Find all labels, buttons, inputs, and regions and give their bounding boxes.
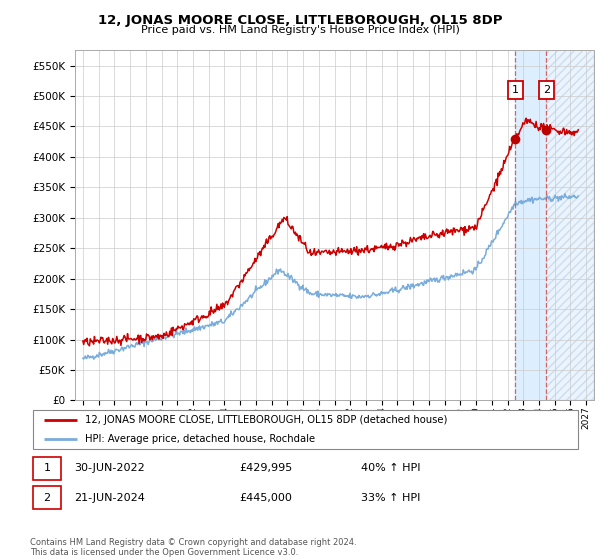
Bar bbox=[515, 50, 547, 400]
FancyBboxPatch shape bbox=[33, 456, 61, 480]
Text: 2: 2 bbox=[543, 85, 550, 95]
Text: 12, JONAS MOORE CLOSE, LITTLEBOROUGH, OL15 8DP (detached house): 12, JONAS MOORE CLOSE, LITTLEBOROUGH, OL… bbox=[85, 415, 448, 425]
Bar bbox=[547, 50, 594, 400]
FancyBboxPatch shape bbox=[33, 486, 61, 510]
FancyBboxPatch shape bbox=[33, 410, 578, 449]
Text: £429,995: £429,995 bbox=[240, 463, 293, 473]
Text: Contains HM Land Registry data © Crown copyright and database right 2024.
This d: Contains HM Land Registry data © Crown c… bbox=[30, 538, 356, 557]
Text: 40% ↑ HPI: 40% ↑ HPI bbox=[361, 463, 421, 473]
Text: 2: 2 bbox=[44, 493, 50, 503]
Bar bbox=[547, 50, 594, 400]
Text: 33% ↑ HPI: 33% ↑ HPI bbox=[361, 493, 421, 503]
Text: 30-JUN-2022: 30-JUN-2022 bbox=[74, 463, 145, 473]
Text: 1: 1 bbox=[512, 85, 519, 95]
Text: HPI: Average price, detached house, Rochdale: HPI: Average price, detached house, Roch… bbox=[85, 435, 316, 445]
Text: £445,000: £445,000 bbox=[240, 493, 293, 503]
Text: Price paid vs. HM Land Registry's House Price Index (HPI): Price paid vs. HM Land Registry's House … bbox=[140, 25, 460, 35]
Text: 21-JUN-2024: 21-JUN-2024 bbox=[74, 493, 145, 503]
Text: 12, JONAS MOORE CLOSE, LITTLEBOROUGH, OL15 8DP: 12, JONAS MOORE CLOSE, LITTLEBOROUGH, OL… bbox=[98, 14, 502, 27]
Text: 1: 1 bbox=[44, 463, 50, 473]
